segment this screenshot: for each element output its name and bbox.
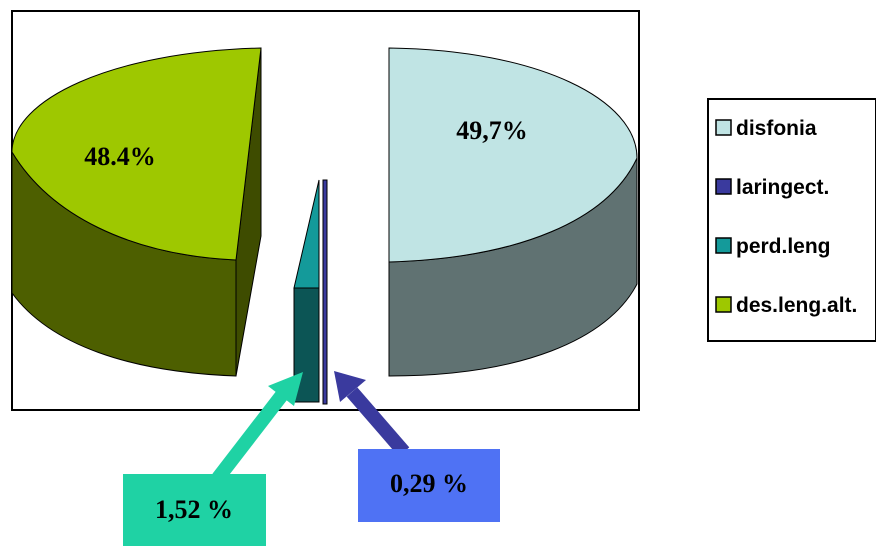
legend-swatch-perdleng <box>715 237 732 254</box>
slice-disfonia <box>388 47 638 377</box>
legend: disfonia laringect. perd.leng des.leng.alt. <box>707 98 876 342</box>
legend-swatch-laringect <box>715 178 732 195</box>
callout-box-laringect <box>358 449 500 522</box>
callout-label-perd-leng: 1,52 % <box>155 495 233 524</box>
legend-frame <box>707 98 876 342</box>
slice-des-leng-alt <box>11 47 262 377</box>
callout-box-perd-leng <box>123 474 266 546</box>
slice-laringect <box>322 179 328 405</box>
data-label-des-leng-alt: 48.4% <box>84 142 156 171</box>
callout-arrow-perd-leng <box>212 372 303 483</box>
callout-label-laringect: 0,29 % <box>390 469 468 498</box>
legend-label-disfonia: disfonia <box>736 117 817 140</box>
legend-label-deslengalt: des.leng.alt. <box>736 294 857 317</box>
legend-label-perdleng: perd.leng <box>736 235 831 258</box>
legend-swatch-disfonia <box>715 119 732 136</box>
data-label-disfonia: 49,7% <box>456 116 528 145</box>
callout-arrow-laringect <box>334 371 410 457</box>
legend-swatch-deslengalt <box>715 296 732 313</box>
legend-label-laringect: laringect. <box>736 176 829 199</box>
